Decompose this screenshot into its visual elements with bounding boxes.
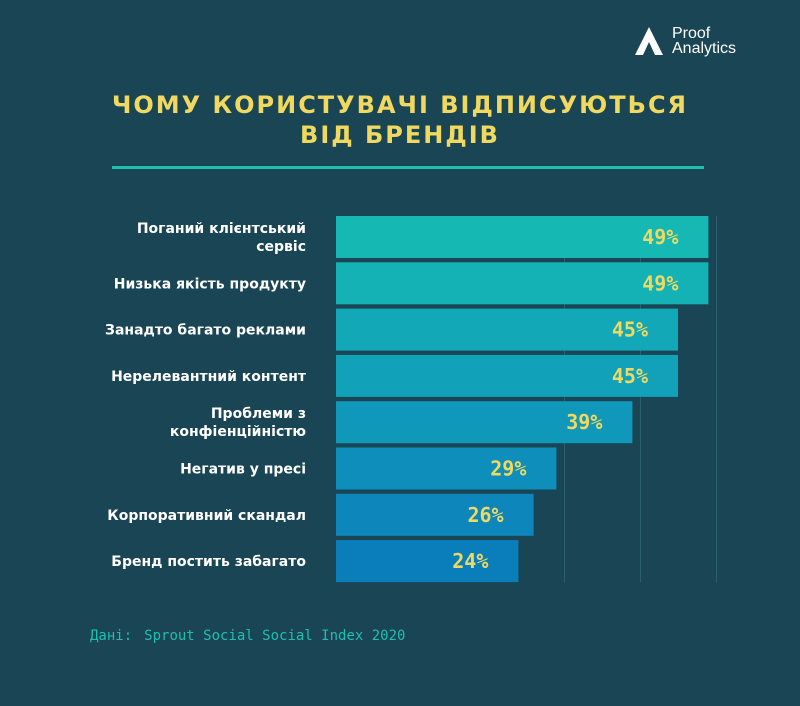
bar bbox=[336, 216, 709, 258]
category-label-line: сервіс bbox=[256, 239, 306, 255]
category-label: Бренд постить забагато bbox=[111, 554, 306, 570]
category-label-line: Нерелевантний контент bbox=[111, 369, 307, 385]
category-label-line: Низька якість продукту bbox=[114, 276, 306, 292]
bar bbox=[336, 493, 534, 536]
title-line-2: ВІД БРЕНДІВ bbox=[300, 121, 500, 149]
category-label: Проблеми з конфіенційністю bbox=[170, 406, 306, 440]
category-label: Корпоративний скандал bbox=[107, 508, 306, 524]
bar bbox=[336, 308, 678, 351]
bar bbox=[336, 262, 709, 305]
logo-mark-icon bbox=[635, 27, 663, 55]
category-label: Нерелевантний контент bbox=[111, 369, 307, 385]
value-label: 29% bbox=[490, 457, 526, 481]
category-label: Поганий клієнтський сервіс bbox=[137, 221, 306, 255]
category-label-line: конфіенційністю bbox=[170, 424, 306, 440]
bar bbox=[336, 354, 678, 397]
page-title: ЧОМУ КОРИСТУВАЧІ ВІДПИСУЮТЬСЯ ВІД БРЕНДІ… bbox=[0, 90, 800, 150]
bar bbox=[336, 540, 519, 583]
value-label: 49% bbox=[642, 271, 678, 295]
bar bbox=[336, 447, 557, 490]
logo-line-2: Analytics bbox=[672, 40, 737, 57]
category-label-line: Проблеми з bbox=[211, 406, 306, 422]
category-label-line: Бренд постить забагато bbox=[111, 554, 306, 570]
category-label: Низька якість продукту bbox=[114, 276, 306, 292]
bar bbox=[336, 401, 633, 444]
logo-line-1: Proof bbox=[672, 25, 711, 42]
logo: Proof Analytics bbox=[634, 25, 737, 57]
category-label-line: Поганий клієнтський bbox=[137, 221, 306, 237]
source-text: Sprout Social Social Index 2020 bbox=[144, 628, 406, 644]
source-label: Дані: bbox=[90, 628, 133, 644]
title-divider bbox=[112, 166, 704, 169]
source-note: Дані: Sprout Social Social Index 2020 bbox=[90, 628, 405, 644]
title-line-1: ЧОМУ КОРИСТУВАЧІ ВІДПИСУЮТЬСЯ bbox=[111, 91, 689, 119]
value-label: 45% bbox=[612, 364, 648, 388]
value-label: 24% bbox=[452, 549, 488, 573]
value-label: 49% bbox=[642, 225, 678, 249]
category-label-line: Корпоративний скандал bbox=[107, 508, 306, 524]
category-label-line: Негатив у пресі bbox=[180, 462, 306, 478]
value-label: 39% bbox=[566, 410, 602, 434]
logo-text: Proof Analytics bbox=[672, 25, 737, 57]
category-label: Негатив у пресі bbox=[180, 462, 306, 478]
category-label: Занадто багато реклами bbox=[105, 323, 306, 339]
value-label: 45% bbox=[612, 318, 648, 342]
category-label-line: Занадто багато реклами bbox=[105, 323, 306, 339]
value-label: 26% bbox=[467, 503, 503, 527]
